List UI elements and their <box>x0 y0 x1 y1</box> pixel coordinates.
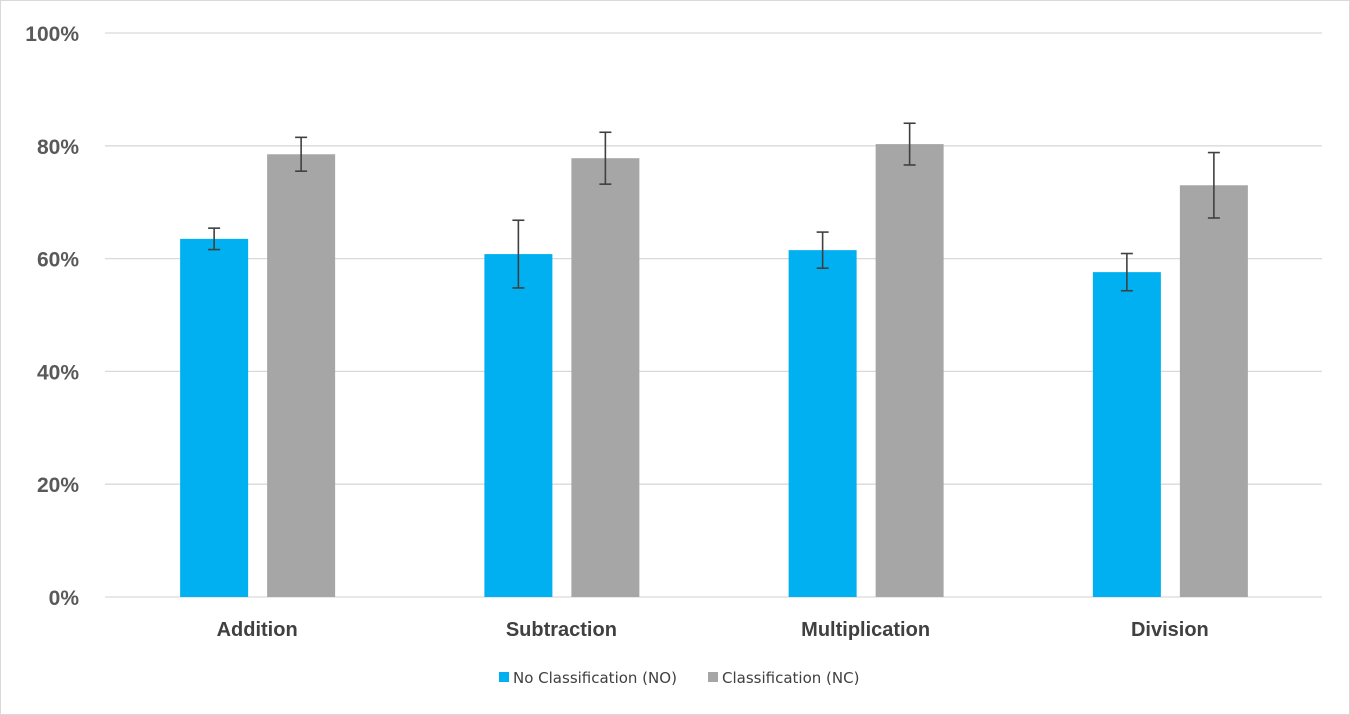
legend-swatch <box>499 672 509 682</box>
y-tick-label: 0% <box>49 587 80 610</box>
y-tick-label: 60% <box>37 249 79 272</box>
legend-label: No Classification (NO) <box>513 669 677 687</box>
bar-multiplication-series-2 <box>875 144 944 597</box>
bar-division-series-2 <box>1179 185 1248 597</box>
y-tick-label: 80% <box>37 136 79 159</box>
x-category-label: Division <box>1131 619 1209 641</box>
x-axis-category-labels: Addition Subtraction Multiplication Divisio… <box>217 619 1209 641</box>
error-bar-addition-series-2 <box>295 136 308 172</box>
error-bar-division-series-2 <box>1207 151 1220 219</box>
error-bar-subtraction-series-1 <box>512 219 525 289</box>
bar-division-series-1 <box>1092 272 1161 597</box>
bar-subtraction-series-2 <box>571 158 640 597</box>
legend-label: Classification (NC) <box>722 669 859 687</box>
x-category-label: Addition <box>217 619 298 641</box>
legend: No Classification (NO) Classification (NC… <box>499 669 859 687</box>
bar-subtraction-series-1 <box>484 254 553 597</box>
y-tick-label: 100% <box>25 23 79 46</box>
y-tick-label: 20% <box>37 474 79 497</box>
error-bars <box>208 122 1220 292</box>
bar-addition-series-1 <box>180 238 249 598</box>
legend-item-series-1: No Classification (NO) <box>499 669 677 687</box>
error-bar-subtraction-series-2 <box>599 131 612 185</box>
error-bar-multiplication-series-2 <box>903 122 916 166</box>
y-tick-label: 40% <box>37 361 79 384</box>
bar-multiplication-series-1 <box>788 250 857 597</box>
bar-addition-series-2 <box>267 154 336 597</box>
error-bar-addition-series-1 <box>208 227 221 251</box>
legend-item-series-2: Classification (NC) <box>708 669 859 687</box>
y-axis-tick-labels: 0% 20% 40% 60% 80% 100% <box>25 23 79 610</box>
x-category-label: Multiplication <box>801 619 930 641</box>
x-category-label: Subtraction <box>506 619 617 641</box>
error-bar-division-series-1 <box>1120 252 1133 292</box>
error-bar-multiplication-series-1 <box>816 231 829 269</box>
bars <box>180 144 1248 598</box>
legend-swatch <box>708 672 718 682</box>
